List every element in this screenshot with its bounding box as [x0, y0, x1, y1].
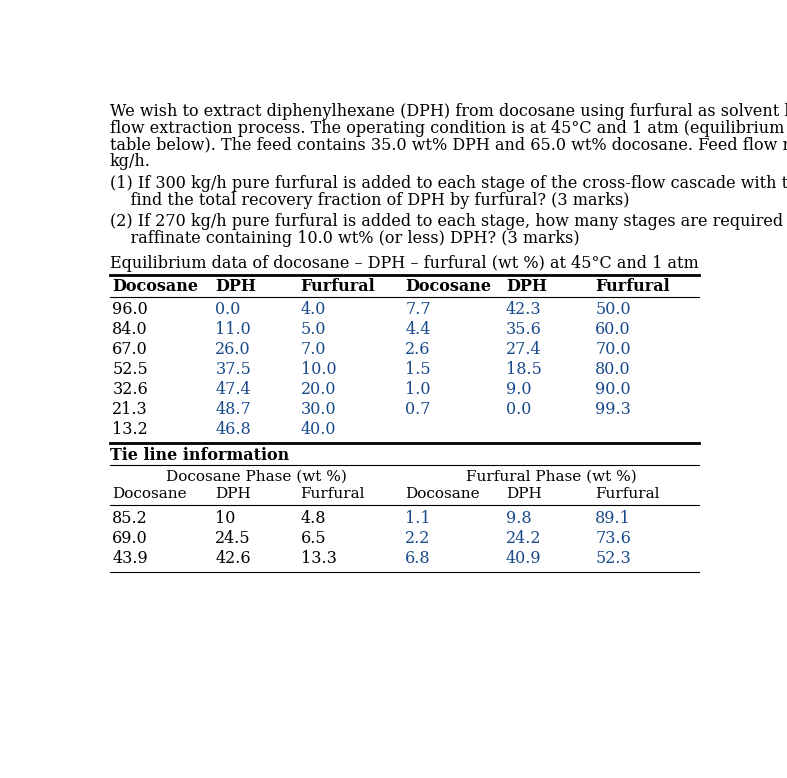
Text: 21.3: 21.3 [113, 401, 148, 419]
Text: Furfural: Furfural [595, 279, 670, 295]
Text: 42.6: 42.6 [216, 550, 251, 567]
Text: 35.6: 35.6 [506, 321, 542, 338]
Text: 27.4: 27.4 [506, 342, 541, 359]
Text: 80.0: 80.0 [595, 361, 630, 378]
Text: 10.0: 10.0 [301, 361, 336, 378]
Text: 85.2: 85.2 [113, 510, 148, 527]
Text: 11.0: 11.0 [216, 321, 251, 338]
Text: We wish to extract diphenylhexane (DPH) from docosane using furfural as solvent : We wish to extract diphenylhexane (DPH) … [110, 103, 787, 120]
Text: 96.0: 96.0 [113, 301, 148, 318]
Text: Docosane: Docosane [405, 279, 491, 295]
Text: Docosane: Docosane [113, 487, 187, 501]
Text: 7.0: 7.0 [301, 342, 326, 359]
Text: 46.8: 46.8 [216, 422, 251, 438]
Text: 9.8: 9.8 [506, 510, 532, 527]
Text: 69.0: 69.0 [113, 530, 148, 547]
Text: 89.1: 89.1 [595, 510, 631, 527]
Text: 70.0: 70.0 [595, 342, 630, 359]
Text: Furfural: Furfural [301, 279, 375, 295]
Text: 2.6: 2.6 [405, 342, 430, 359]
Text: 26.0: 26.0 [216, 342, 251, 359]
Text: 7.7: 7.7 [405, 301, 431, 318]
Text: DPH: DPH [216, 487, 251, 501]
Text: 18.5: 18.5 [506, 361, 542, 378]
Text: 9.0: 9.0 [506, 381, 531, 398]
Text: 1.5: 1.5 [405, 361, 431, 378]
Text: DPH: DPH [506, 279, 547, 295]
Text: 84.0: 84.0 [113, 321, 148, 338]
Text: 60.0: 60.0 [595, 321, 630, 338]
Text: Equilibrium data of docosane – DPH – furfural (wt %) at 45°C and 1 atm: Equilibrium data of docosane – DPH – fur… [110, 255, 699, 272]
Text: Furfural: Furfural [301, 487, 365, 501]
Text: 4.8: 4.8 [301, 510, 326, 527]
Text: (1) If 300 kg/h pure furfural is added to each stage of the cross-flow cascade w: (1) If 300 kg/h pure furfural is added t… [110, 175, 787, 192]
Text: find the total recovery fraction of DPH by furfural? (3 marks): find the total recovery fraction of DPH … [110, 192, 630, 209]
Text: 5.0: 5.0 [301, 321, 326, 338]
Text: 6.5: 6.5 [301, 530, 327, 547]
Text: Docosane Phase (wt %): Docosane Phase (wt %) [166, 470, 347, 484]
Text: 40.0: 40.0 [301, 422, 336, 438]
Text: 52.5: 52.5 [113, 361, 148, 378]
Text: 4.0: 4.0 [301, 301, 326, 318]
Text: Docosane: Docosane [405, 487, 480, 501]
Text: 0.7: 0.7 [405, 401, 430, 419]
Text: 1.1: 1.1 [405, 510, 431, 527]
Text: Furfural Phase (wt %): Furfural Phase (wt %) [466, 470, 637, 484]
Text: (2) If 270 kg/h pure furfural is added to each stage, how many stages are requir: (2) If 270 kg/h pure furfural is added t… [110, 213, 787, 230]
Text: 0.0: 0.0 [216, 301, 241, 318]
Text: 6.8: 6.8 [405, 550, 431, 567]
Text: 67.0: 67.0 [113, 342, 148, 359]
Text: DPH: DPH [216, 279, 257, 295]
Text: 90.0: 90.0 [595, 381, 630, 398]
Text: raffinate containing 10.0 wt% (or less) DPH? (3 marks): raffinate containing 10.0 wt% (or less) … [110, 230, 579, 247]
Text: DPH: DPH [506, 487, 541, 501]
Text: 1.0: 1.0 [405, 381, 430, 398]
Text: 24.5: 24.5 [216, 530, 251, 547]
Text: 10: 10 [216, 510, 236, 527]
Text: 32.6: 32.6 [113, 381, 148, 398]
Text: Tie line information: Tie line information [110, 447, 290, 464]
Text: 2.2: 2.2 [405, 530, 430, 547]
Text: flow extraction process. The operating condition is at 45°C and 1 atm (equilibri: flow extraction process. The operating c… [110, 120, 787, 137]
Text: 30.0: 30.0 [301, 401, 336, 419]
Text: 42.3: 42.3 [506, 301, 541, 318]
Text: 37.5: 37.5 [216, 361, 251, 378]
Text: kg/h.: kg/h. [110, 153, 151, 170]
Text: 99.3: 99.3 [595, 401, 631, 419]
Text: 43.9: 43.9 [113, 550, 148, 567]
Text: Docosane: Docosane [113, 279, 198, 295]
Text: 73.6: 73.6 [595, 530, 631, 547]
Text: 13.2: 13.2 [113, 422, 148, 438]
Text: 20.0: 20.0 [301, 381, 336, 398]
Text: 13.3: 13.3 [301, 550, 337, 567]
Text: 52.3: 52.3 [595, 550, 631, 567]
Text: 24.2: 24.2 [506, 530, 541, 547]
Text: 0.0: 0.0 [506, 401, 531, 419]
Text: 47.4: 47.4 [216, 381, 251, 398]
Text: 50.0: 50.0 [595, 301, 630, 318]
Text: 40.9: 40.9 [506, 550, 541, 567]
Text: 48.7: 48.7 [216, 401, 251, 419]
Text: Furfural: Furfural [595, 487, 660, 501]
Text: table below). The feed contains 35.0 wt% DPH and 65.0 wt% docosane. Feed flow ra: table below). The feed contains 35.0 wt%… [110, 136, 787, 153]
Text: 4.4: 4.4 [405, 321, 430, 338]
